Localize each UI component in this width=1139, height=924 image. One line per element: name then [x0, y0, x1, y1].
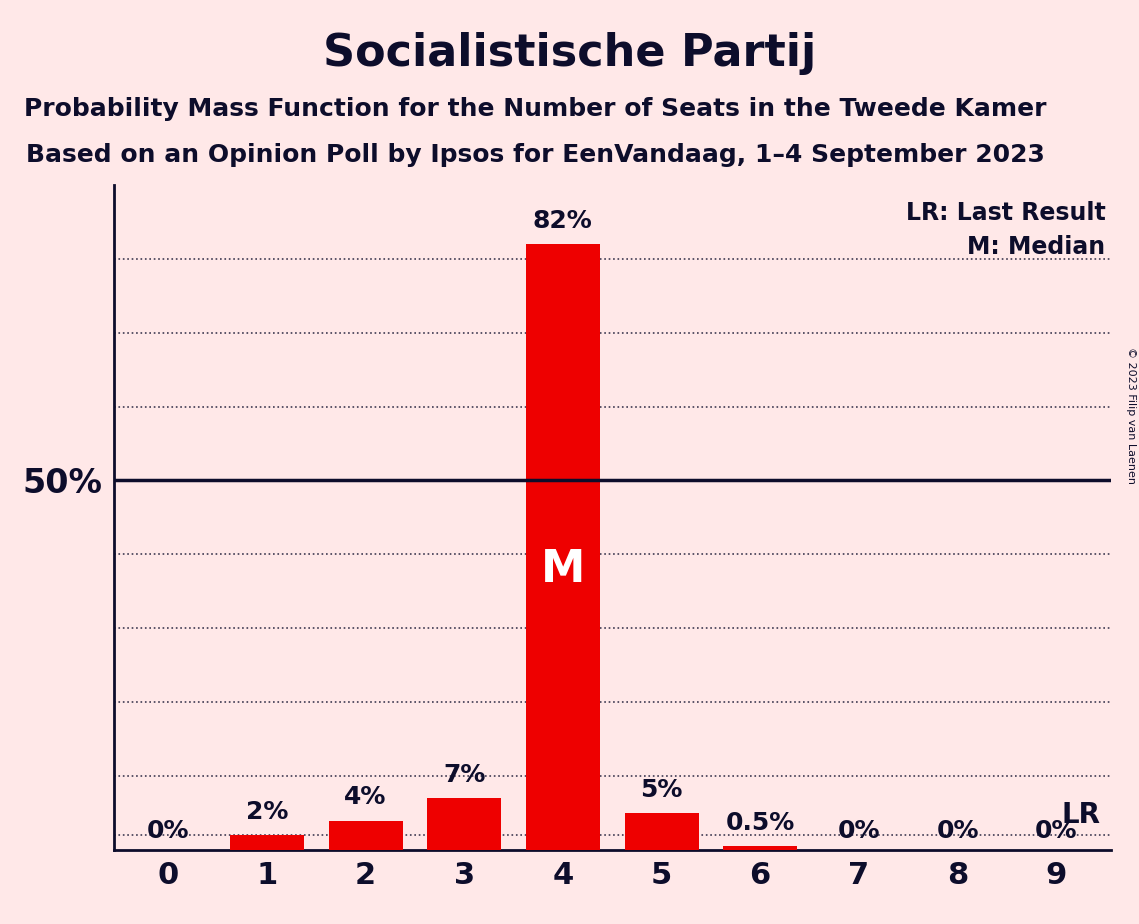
Text: LR: LR	[1062, 801, 1100, 830]
Text: LR: Last Result: LR: Last Result	[906, 201, 1106, 225]
Text: 4%: 4%	[344, 785, 387, 809]
Text: M: M	[541, 548, 585, 590]
Text: © 2023 Filip van Laenen: © 2023 Filip van Laenen	[1126, 347, 1136, 484]
Bar	[723, 846, 797, 850]
Text: Based on an Opinion Poll by Ipsos for EenVandaag, 1–4 September 2023: Based on an Opinion Poll by Ipsos for Ee…	[26, 143, 1044, 167]
Bar	[427, 798, 501, 850]
Text: M: Median: M: Median	[967, 235, 1106, 259]
Text: 0%: 0%	[837, 819, 880, 843]
Bar	[328, 821, 402, 850]
Text: 0%: 0%	[147, 819, 189, 843]
Text: 0%: 0%	[936, 819, 978, 843]
Text: 5%: 5%	[640, 778, 682, 802]
Text: 82%: 82%	[533, 209, 592, 233]
Text: Probability Mass Function for the Number of Seats in the Tweede Kamer: Probability Mass Function for the Number…	[24, 97, 1047, 121]
Bar	[624, 813, 698, 850]
Text: 0.5%: 0.5%	[726, 811, 795, 835]
Bar	[230, 835, 304, 850]
Text: 7%: 7%	[443, 763, 485, 787]
Text: 0%: 0%	[1035, 819, 1077, 843]
Text: Socialistische Partij: Socialistische Partij	[322, 32, 817, 76]
Bar	[526, 244, 600, 850]
Text: 2%: 2%	[246, 800, 288, 824]
